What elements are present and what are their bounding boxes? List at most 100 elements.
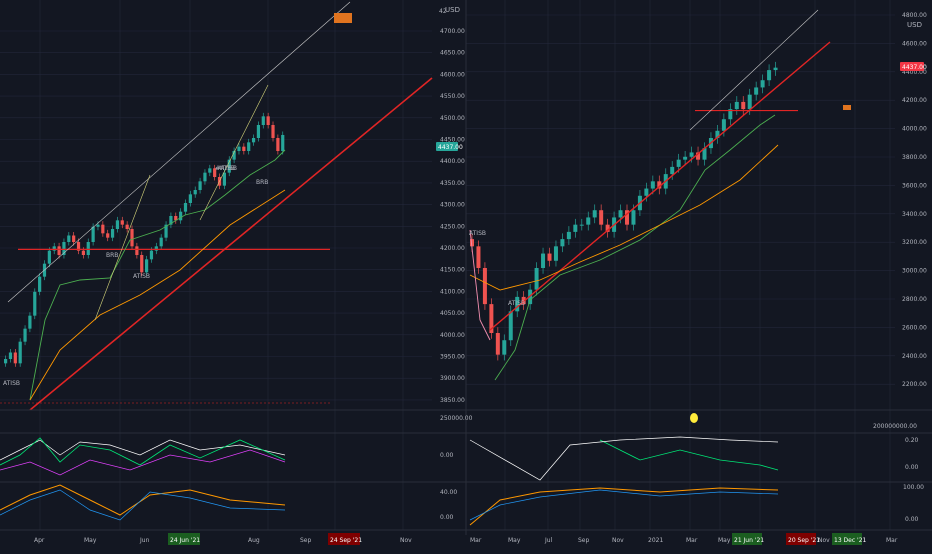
left-price-tick: 3950.00 <box>440 354 465 361</box>
left-annotation: ATISB <box>133 273 150 280</box>
right-time-tick: Mar <box>470 537 482 544</box>
right-candle <box>495 333 500 355</box>
right-candle <box>767 70 772 81</box>
left-time-badge-text: 24 Jun '21 <box>170 537 200 544</box>
left-candle <box>237 146 241 151</box>
left-time-tick: Apr <box>34 537 45 544</box>
left-candle <box>271 125 275 138</box>
left-price-axis[interactable]: 4700.00 4650.00 4600.00 4550.00 4500.00 4450.… <box>440 28 465 404</box>
right-time-badge[interactable]: 20 Sep '21 <box>786 533 820 545</box>
left-candle <box>227 159 231 173</box>
right-price-tick: 2400.00 <box>902 353 927 360</box>
left-annotation: BRB <box>256 179 268 186</box>
left-arrow-1 <box>94 174 151 321</box>
right-price-tick: 4400.00 <box>902 69 927 76</box>
right-last-price-text: 4437.00 <box>902 64 927 71</box>
right-osc2-label-bottom: 0.00 <box>905 516 919 523</box>
right-orange-marker <box>843 105 851 110</box>
right-time-tick: May <box>508 537 521 544</box>
left-candle <box>213 168 217 177</box>
right-channel-line <box>689 9 819 131</box>
right-candle <box>470 239 474 247</box>
left-candle <box>174 216 178 221</box>
right-candle <box>599 210 604 225</box>
right-candle <box>579 224 584 226</box>
right-time-badge[interactable]: 13 Dec '21 <box>832 533 867 545</box>
left-ma-orange <box>29 189 286 401</box>
left-candle <box>101 224 105 234</box>
left-candle <box>62 242 66 255</box>
left-price-tick: 4400.00 <box>440 158 465 165</box>
left-price-tick: 4500.00 <box>440 115 465 122</box>
right-volume-label: 200000000.00 <box>873 423 917 430</box>
right-candle <box>566 231 571 240</box>
right-candle <box>521 296 526 305</box>
right-yellow-dot <box>690 413 698 423</box>
left-candle <box>198 181 202 190</box>
left-candle <box>261 116 265 125</box>
right-candle <box>560 239 565 247</box>
left-grid <box>0 0 432 530</box>
right-currency-label: USD <box>907 21 922 29</box>
left-price-tick: 4700.00 <box>440 28 465 35</box>
left-candle <box>188 194 192 203</box>
right-last-price-badge <box>900 62 924 71</box>
right-price-tick: 4800.00 <box>902 12 927 19</box>
right-price-tick: 4200.00 <box>902 97 927 104</box>
right-time-tick: Mar <box>686 537 698 544</box>
left-candle <box>8 352 13 359</box>
left-time-axis[interactable]: Apr May Jun Aug Sep Nov 24 Jun '21 24 Sep '21 <box>34 533 412 545</box>
right-time-badge[interactable]: 21 Jun '21 <box>732 533 764 545</box>
left-channel-line <box>7 1 351 303</box>
right-annotation: ATISB <box>508 300 525 307</box>
left-osc1-label: 0.00 <box>440 452 454 459</box>
right-osc1-label-bottom: 0.00 <box>905 464 919 471</box>
right-price-tick: 3400.00 <box>902 211 927 218</box>
right-time-tick: May <box>718 537 731 544</box>
left-candle <box>130 229 134 247</box>
right-ma-green <box>494 114 776 381</box>
right-price-tick: 2800.00 <box>902 296 927 303</box>
left-candle <box>38 276 42 292</box>
left-time-tick: Sep <box>300 537 312 544</box>
right-candle <box>657 181 662 189</box>
left-candle <box>251 138 256 143</box>
right-candle <box>573 224 578 232</box>
right-candle <box>508 311 513 341</box>
left-candle <box>52 246 56 251</box>
left-candle <box>125 224 129 229</box>
right-osc2-line-blue <box>469 489 779 521</box>
left-candle <box>115 220 120 229</box>
right-time-axis[interactable]: Mar May Jul Sep Nov 2021 Mar May Nov Mar 21 Jun '2… <box>470 533 898 545</box>
left-price-tick: 3900.00 <box>440 375 465 382</box>
left-time-badge[interactable]: 24 Jun '21 <box>168 533 200 545</box>
left-osc1-line-white <box>0 439 286 461</box>
right-price-tick: 3000.00 <box>902 268 927 275</box>
left-candle <box>120 220 124 225</box>
left-candle <box>164 224 168 238</box>
right-ma-orange <box>469 144 779 291</box>
left-price-tick: 4050.00 <box>440 310 465 317</box>
left-candle <box>57 246 61 255</box>
left-candle <box>28 315 32 329</box>
left-osc2-label-top: 40.00 <box>440 489 457 496</box>
right-price-tick: 3200.00 <box>902 239 927 246</box>
left-candle <box>193 190 197 195</box>
right-candle <box>773 67 778 71</box>
right-candle <box>631 210 636 225</box>
right-candle <box>534 268 539 290</box>
right-candle <box>734 101 739 110</box>
left-time-badge-text: 24 Sep '21 <box>330 537 362 544</box>
left-osc2-line-orange <box>0 484 286 516</box>
right-candle <box>625 210 629 225</box>
left-annotation: ATISB <box>218 165 235 172</box>
right-candle <box>605 224 610 232</box>
right-price-axis[interactable]: 4800.00 4600.00 4400.00 4200.00 4000.00 3800.… <box>902 12 927 388</box>
left-time-badge[interactable]: 24 Sep '21 <box>328 533 362 545</box>
right-candle <box>586 217 591 225</box>
left-candle <box>222 172 226 186</box>
right-candle <box>670 166 675 175</box>
left-candles <box>4 112 285 367</box>
